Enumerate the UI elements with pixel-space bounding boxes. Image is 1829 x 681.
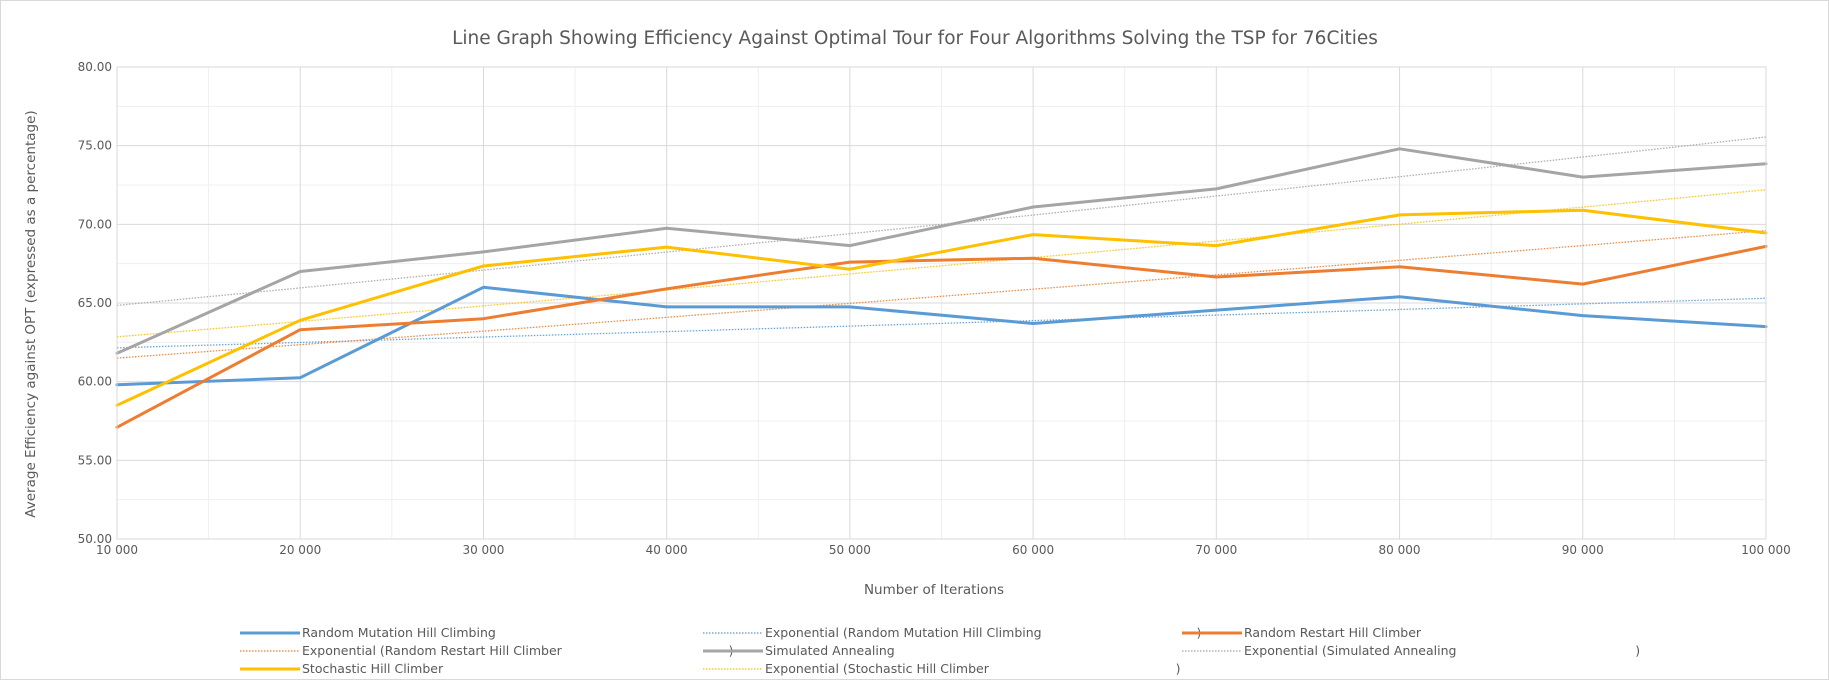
- y-tick-label: 50.00: [78, 532, 112, 546]
- y-tick-label: 75.00: [78, 139, 112, 153]
- trendline: [116, 229, 1767, 359]
- y-tick-label: 80.00: [78, 60, 112, 74]
- x-tick-label: 20 000: [279, 543, 321, 557]
- legend: Random Mutation Hill Climbing Exponential…: [240, 625, 1640, 676]
- trendline: [116, 136, 1767, 307]
- axes: 50.00 55.00 60.00 65.00 70.00 75.00 80.00 10 00…: [78, 60, 1791, 557]
- y-tick-label: 65.00: [78, 296, 112, 310]
- series-line: [115, 285, 1768, 387]
- legend-label: Exponential (Random Restart Hill Climber…: [302, 643, 734, 658]
- x-tick-label: 40 000: [646, 543, 688, 557]
- legend-label: Exponential (Random Mutation Hill Climbi…: [765, 625, 1201, 640]
- x-tick-label: 70 000: [1195, 543, 1237, 557]
- y-tick-label: 70.00: [78, 217, 112, 231]
- series-lines: [115, 147, 1768, 429]
- series-line: [115, 208, 1768, 407]
- series-line: [115, 244, 1768, 429]
- legend-label: Simulated Annealing: [765, 643, 895, 658]
- x-tick-label: 30 000: [462, 543, 504, 557]
- plot-area-border: [116, 66, 1767, 540]
- x-tick-label: 10 000: [96, 543, 138, 557]
- y-tick-label: 55.00: [78, 453, 112, 467]
- legend-label: Exponential (Stochastic Hill Climber ): [765, 661, 1180, 676]
- x-tick-label: 50 000: [829, 543, 871, 557]
- legend-label: Random Restart Hill Climber: [1244, 625, 1422, 640]
- x-tick-label: 90 000: [1562, 543, 1604, 557]
- series-line: [115, 147, 1768, 355]
- chart-title: Line Graph Showing Efficiency Against Op…: [452, 28, 1378, 49]
- legend-label: Random Mutation Hill Climbing: [302, 625, 496, 640]
- x-axis-title: Number of Iterations: [864, 582, 1004, 598]
- x-tick-label: 80 000: [1379, 543, 1421, 557]
- x-tick-label: 60 000: [1012, 543, 1054, 557]
- x-tick-label: 100 000: [1741, 543, 1791, 557]
- legend-label: Exponential (Simulated Annealing ): [1244, 643, 1640, 658]
- y-axis-title: Average Efficiency against OPT (expresse…: [23, 110, 39, 517]
- legend-label: Stochastic Hill Climber: [302, 661, 444, 676]
- y-tick-label: 60.00: [78, 375, 112, 389]
